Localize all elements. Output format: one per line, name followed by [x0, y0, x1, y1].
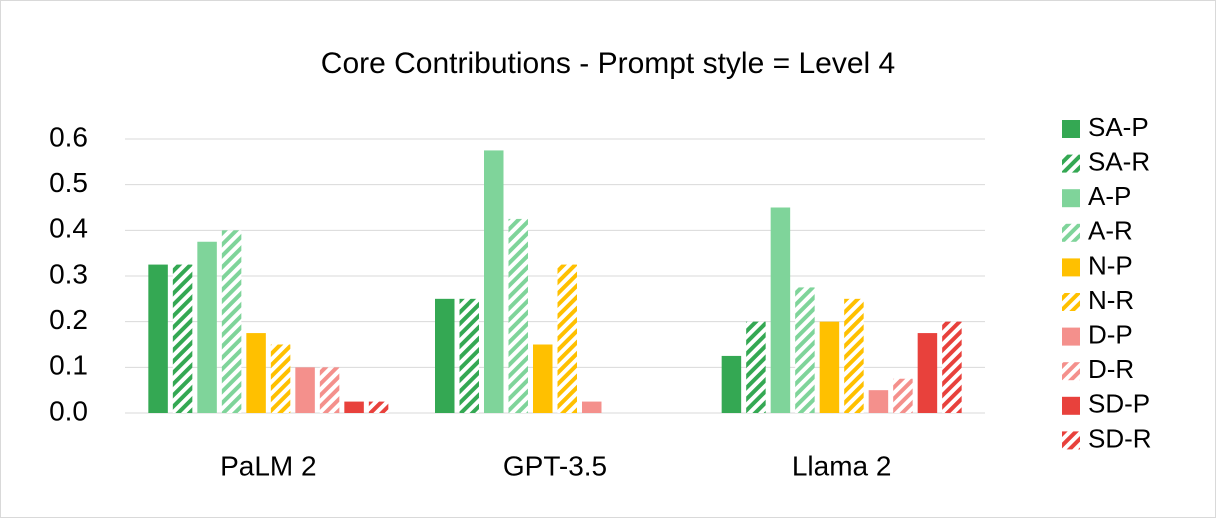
y-tick-label: 0.0: [49, 395, 88, 426]
y-tick-label: 0.2: [49, 304, 88, 335]
legend-swatch: [1062, 431, 1080, 450]
bar: [508, 218, 528, 413]
legend-swatch: [1062, 189, 1080, 208]
y-tick-label: 0.3: [49, 258, 88, 289]
bar: [795, 287, 815, 413]
bar: [148, 264, 168, 413]
chart-title: Core Contributions - Prompt style = Leve…: [321, 47, 895, 80]
y-tick-label: 0.4: [49, 213, 88, 244]
bar: [484, 150, 504, 413]
legend-swatch: [1062, 120, 1080, 138]
legend-swatch: [1062, 362, 1080, 381]
x-tick-label: Llama 2: [792, 450, 892, 481]
legend-swatch: [1062, 293, 1080, 311]
legend-label: A-P: [1088, 181, 1131, 211]
bar: [246, 333, 266, 413]
bar: [172, 264, 193, 413]
legend-label: N-R: [1088, 285, 1134, 315]
bar: [746, 321, 766, 413]
bar: [819, 321, 840, 413]
bar: [319, 367, 340, 413]
legend-swatch: [1062, 396, 1080, 415]
bar: [721, 355, 742, 413]
legend-swatch: [1062, 154, 1080, 173]
bar: [942, 321, 962, 413]
y-tick-label: 0.1: [49, 350, 88, 381]
legend-swatch: [1062, 258, 1080, 277]
bar: [459, 298, 479, 413]
bar: [770, 207, 791, 413]
bar: [295, 367, 315, 413]
bar: [557, 264, 577, 413]
legend-label: SD-P: [1088, 389, 1150, 419]
y-tick-label: 0.6: [49, 121, 88, 152]
legend-swatch: [1062, 327, 1080, 346]
bar: [844, 298, 864, 413]
legend-label: SA-R: [1088, 146, 1150, 176]
legend-label: D-R: [1088, 354, 1134, 384]
legend-label: D-P: [1088, 319, 1133, 349]
legend-label: SD-R: [1088, 423, 1152, 453]
bar: [197, 241, 217, 413]
x-tick-label: GPT-3.5: [503, 450, 607, 481]
bar: [270, 344, 291, 413]
y-tick-label: 0.5: [49, 167, 88, 198]
legend-label: N-P: [1088, 250, 1133, 280]
bar: [435, 298, 455, 413]
bar: [868, 390, 889, 413]
x-tick-label: PaLM 2: [220, 450, 317, 481]
bar: [533, 344, 553, 413]
bar: [893, 378, 913, 413]
bar: [221, 230, 242, 413]
bar: [917, 333, 938, 413]
legend-label: A-R: [1088, 216, 1133, 246]
bar: [344, 401, 364, 413]
legend-label: SA-P: [1088, 112, 1149, 142]
legend-swatch: [1062, 223, 1080, 242]
bar: [368, 401, 389, 413]
bar: [582, 401, 602, 413]
